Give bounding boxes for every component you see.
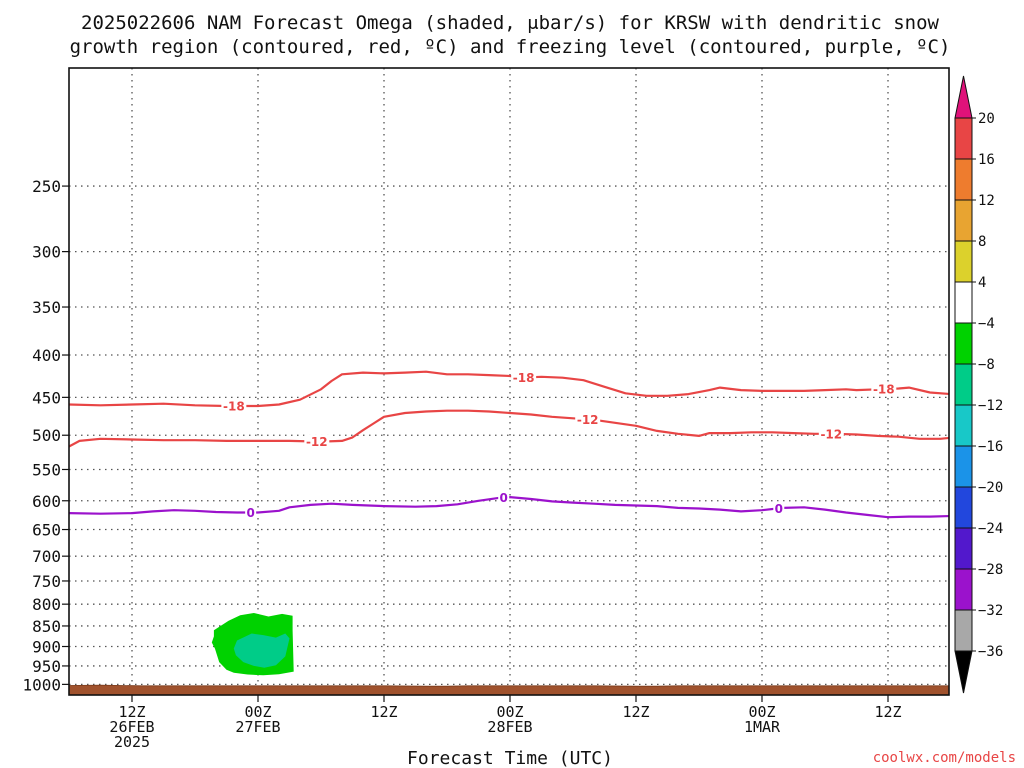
contour-label-bg <box>304 434 330 449</box>
colorbar-label: −28 <box>978 562 1003 578</box>
contour-label-bg <box>773 501 785 516</box>
colorbar-bin <box>954 445 973 488</box>
x-tick-label: 00Z <box>748 703 775 721</box>
omega-shade-region <box>233 633 290 668</box>
ground-fill <box>69 684 949 695</box>
contour-line <box>69 409 949 448</box>
colorbar-label: 16 <box>978 152 995 168</box>
contour-label: 0 <box>775 502 783 516</box>
y-tick-label: 850 <box>32 617 61 636</box>
y-tick-label: 600 <box>32 492 61 511</box>
y-tick-label: 750 <box>32 572 61 591</box>
x-tick-label: 12Z <box>118 703 145 721</box>
colorbar-bin <box>954 322 973 365</box>
colorbar-label: −32 <box>978 603 1003 619</box>
y-tick-label: 900 <box>32 638 61 657</box>
contour-label-bg <box>221 399 247 414</box>
contour-label: -18 <box>223 400 245 414</box>
x-axis-label: Forecast Time (UTC) <box>407 748 613 768</box>
x-tick-label: 00Z <box>244 703 271 721</box>
contour-label: -12 <box>306 435 328 449</box>
contour-label-bg <box>575 412 601 427</box>
contour-label: -12 <box>577 413 599 427</box>
y-tick-label: 1000 <box>22 675 61 694</box>
contour-line <box>69 496 949 519</box>
credit-text: coolwx.com/models <box>873 750 1016 766</box>
contour-label: -18 <box>873 383 895 397</box>
colorbar-label: 20 <box>978 111 995 127</box>
contour-label: 0 <box>246 506 254 520</box>
x-tick-label: 12Z <box>874 703 901 721</box>
colorbar-bottom-arrow <box>954 650 973 694</box>
colorbar-bin <box>954 281 973 324</box>
colorbar-label: 4 <box>978 275 986 291</box>
x-tick-label: 2025 <box>114 733 150 751</box>
colorbar-bin <box>954 486 973 529</box>
x-tick-label: 1MAR <box>744 718 781 736</box>
contour-label-bg <box>871 382 897 397</box>
contour-label-bg <box>245 505 257 520</box>
grid-lines <box>69 68 949 695</box>
y-tick-label: 400 <box>32 346 61 365</box>
colorbar-bin <box>954 117 973 160</box>
y-tick-label: 650 <box>32 521 61 540</box>
x-tick-label: 27FEB <box>235 718 280 736</box>
y-tick-label: 700 <box>32 547 61 566</box>
colorbar-label: −8 <box>978 357 995 373</box>
colorbar-label: 12 <box>978 193 995 209</box>
colorbar-bin <box>954 158 973 201</box>
colorbar-bin <box>954 609 973 652</box>
y-tick-label: 550 <box>32 460 61 479</box>
colorbar-bin <box>954 568 973 611</box>
contour-labels: -18 -18 -18 -12 -12 -12 0 0 0 <box>221 370 897 520</box>
x-tick-label: 12Z <box>370 703 397 721</box>
colorbar-label: −24 <box>978 521 1003 537</box>
contour-label-bg <box>818 426 844 441</box>
plot-frame <box>68 67 950 696</box>
contour-label-bg <box>511 370 537 385</box>
x-tick-label: 12Z <box>622 703 649 721</box>
y-tick-label: 800 <box>32 595 61 614</box>
colorbar-label: −12 <box>978 398 1003 414</box>
chart-title-line-2: growth region (contoured, red, ºC) and f… <box>70 36 951 58</box>
x-tick-label: 28FEB <box>487 718 532 736</box>
colorbar-bin <box>954 363 973 406</box>
contour-label: -18 <box>513 371 535 385</box>
y-tick-label: 350 <box>32 298 61 317</box>
colorbar-label: −20 <box>978 480 1003 496</box>
colorbar-bin <box>954 240 973 283</box>
y-axis-ticks: 250 300 350 400 450 500 550 600 650 700 750 800 850 9… <box>22 177 69 694</box>
colorbar-label: −36 <box>978 644 1003 660</box>
colorbar-label: 8 <box>978 234 986 250</box>
x-tick-label: 00Z <box>496 703 523 721</box>
contour-label-bg <box>498 490 510 505</box>
contour-line <box>69 370 949 408</box>
chart-title-line-1: 2025022606 NAM Forecast Omega (shaded, μ… <box>81 12 939 34</box>
x-tick-label: 26FEB <box>109 718 154 736</box>
colorbar-bin <box>954 527 973 570</box>
y-tick-label: 250 <box>32 177 61 196</box>
y-tick-label: 300 <box>32 243 61 262</box>
colorbar-label: −16 <box>978 439 1003 455</box>
colorbar-bin <box>954 404 973 447</box>
y-tick-label: 500 <box>32 426 61 445</box>
colorbar-bin <box>954 199 973 242</box>
ground-surface <box>69 684 949 695</box>
omega-shading <box>211 613 294 676</box>
colorbar-top-arrow <box>954 75 973 119</box>
contour-label: -12 <box>820 427 842 441</box>
contour-label: 0 <box>500 491 508 505</box>
colorbar-label: −4 <box>978 316 995 332</box>
y-tick-label: 950 <box>32 657 61 676</box>
colorbar: 20 16 12 8 4 −4 −8 −12 −16 −20 −24 −28 −32 −36 <box>954 75 1003 694</box>
y-tick-label: 450 <box>32 388 61 407</box>
